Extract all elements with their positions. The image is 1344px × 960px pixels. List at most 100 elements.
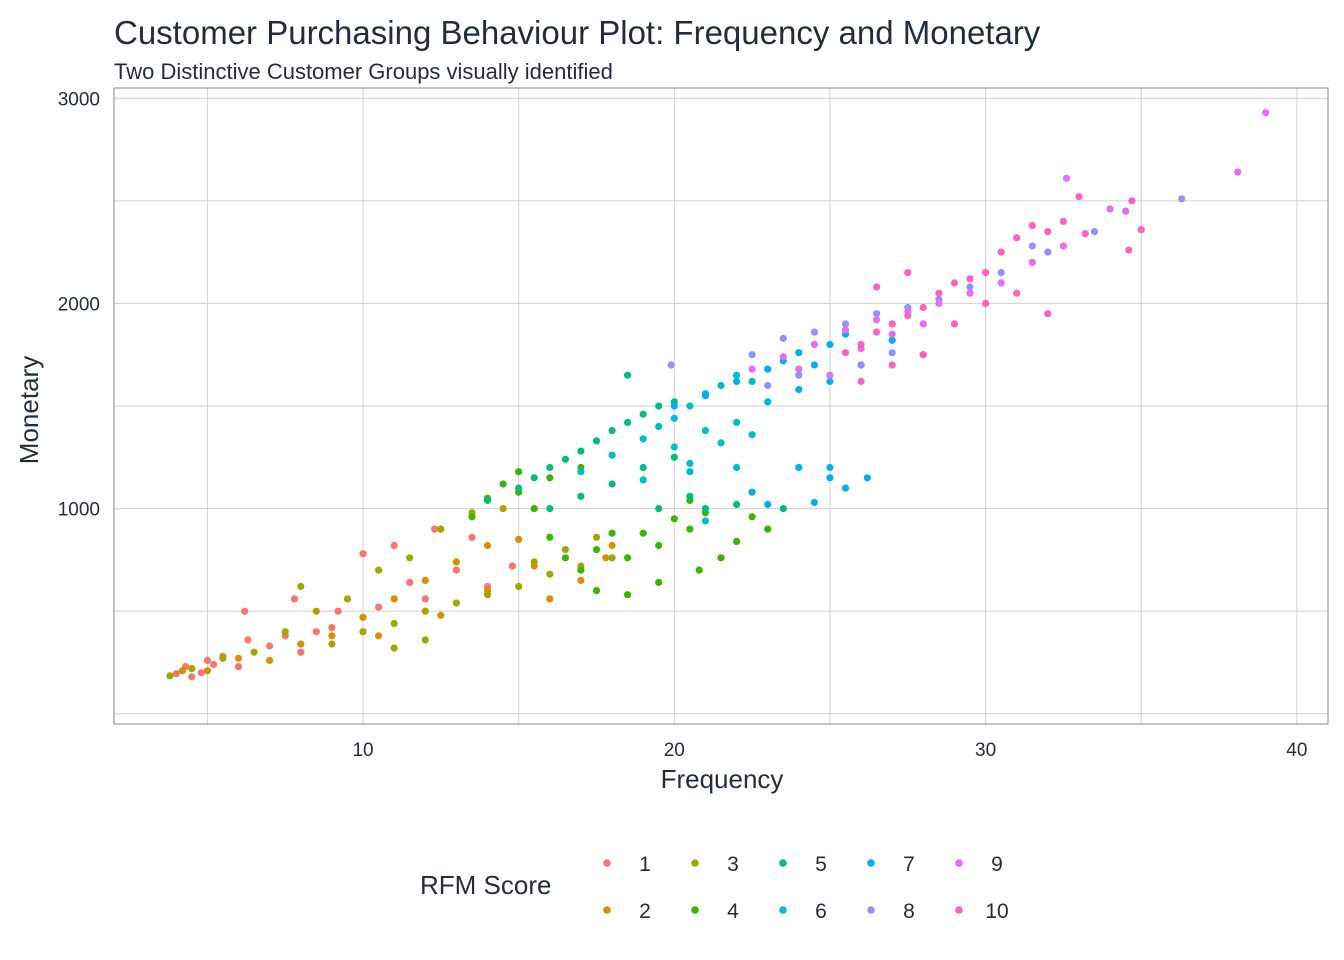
data-point — [779, 505, 787, 513]
data-point — [857, 361, 865, 369]
data-point — [670, 402, 678, 410]
x-tick-label: 10 — [352, 740, 373, 761]
data-point — [935, 299, 943, 307]
data-point — [483, 496, 492, 504]
data-point — [359, 628, 367, 636]
data-point — [841, 484, 850, 492]
data-point — [717, 439, 725, 447]
data-point — [1013, 289, 1021, 297]
data-point — [1028, 221, 1036, 230]
x-tick-label: 40 — [1286, 740, 1307, 761]
data-point — [515, 484, 523, 492]
data-point — [904, 312, 912, 320]
data-point — [608, 427, 616, 435]
data-point — [244, 636, 252, 644]
legend-swatch — [867, 859, 875, 867]
legend-swatch — [955, 859, 963, 867]
data-point — [421, 607, 429, 615]
x-tick-label: 20 — [664, 740, 685, 761]
legend-label: 3 — [727, 853, 739, 876]
data-point — [390, 644, 398, 652]
data-point — [826, 371, 834, 379]
data-point — [795, 386, 803, 394]
data-point — [1028, 258, 1036, 266]
series-rfm-8 — [667, 195, 1186, 390]
data-point — [950, 279, 959, 287]
data-point — [826, 463, 834, 472]
data-point — [406, 554, 414, 562]
data-point — [810, 498, 819, 506]
data-point — [546, 570, 554, 578]
data-point — [888, 336, 896, 344]
data-point — [919, 303, 927, 312]
data-point — [602, 554, 610, 562]
data-point — [203, 656, 211, 665]
data-point — [1262, 109, 1270, 117]
data-point — [1013, 234, 1021, 242]
data-point — [421, 576, 429, 585]
data-point — [841, 320, 850, 328]
legend-item: 6 — [779, 900, 827, 923]
data-point — [966, 275, 974, 283]
data-point — [639, 529, 647, 537]
series-rfm-5 — [483, 371, 787, 513]
data-point — [888, 361, 896, 369]
data-point — [297, 640, 305, 648]
data-point — [733, 418, 741, 426]
legend-swatch — [603, 859, 611, 867]
legend-item: 2 — [603, 900, 651, 923]
data-point — [468, 533, 476, 541]
data-point — [390, 619, 398, 628]
legend-swatch — [779, 906, 787, 914]
data-point — [452, 599, 460, 607]
data-point — [452, 558, 460, 566]
data-point — [592, 587, 601, 595]
data-point — [670, 443, 678, 451]
data-point — [530, 474, 538, 482]
data-point — [639, 476, 647, 484]
data-point — [359, 550, 367, 558]
data-point — [795, 371, 803, 379]
data-point — [655, 505, 663, 513]
data-point — [1044, 248, 1052, 256]
data-point — [297, 648, 305, 656]
legend-title: RFM Score — [420, 870, 551, 900]
legend-item: 1 — [603, 853, 651, 876]
data-point — [1081, 230, 1089, 238]
data-point — [733, 377, 741, 385]
data-point — [577, 492, 585, 500]
data-point — [592, 546, 601, 554]
data-point — [1075, 193, 1083, 201]
legend-item: 8 — [867, 900, 915, 923]
legend-swatch — [867, 906, 875, 914]
data-point — [795, 463, 803, 472]
data-point — [810, 328, 819, 336]
data-point — [873, 316, 881, 324]
data-point — [203, 667, 211, 675]
data-point — [624, 554, 632, 562]
legend-label: 2 — [639, 900, 651, 923]
data-point — [172, 670, 180, 678]
y-tick-label: 3000 — [58, 89, 100, 110]
data-point — [655, 422, 663, 431]
data-point — [717, 381, 725, 390]
data-point — [826, 340, 834, 349]
data-point — [334, 607, 342, 615]
data-point — [764, 381, 772, 390]
data-point — [624, 371, 632, 379]
series-rfm-1 — [172, 525, 516, 681]
ticks-layer: 10 20 30 40 1000 2000 3000 — [58, 89, 1308, 761]
data-point — [639, 463, 647, 472]
data-point — [935, 289, 943, 297]
chart-title: Customer Purchasing Behaviour Plot: Freq… — [114, 14, 1041, 51]
data-point — [686, 492, 694, 500]
data-point — [241, 607, 249, 615]
data-point — [863, 474, 871, 482]
data-point — [508, 562, 516, 570]
grid-layer — [114, 88, 1328, 724]
data-point — [888, 320, 896, 328]
x-tick-label: 30 — [975, 740, 996, 761]
data-point — [483, 541, 492, 550]
y-axis-title: Monetary — [14, 356, 44, 464]
data-point — [1234, 168, 1242, 176]
